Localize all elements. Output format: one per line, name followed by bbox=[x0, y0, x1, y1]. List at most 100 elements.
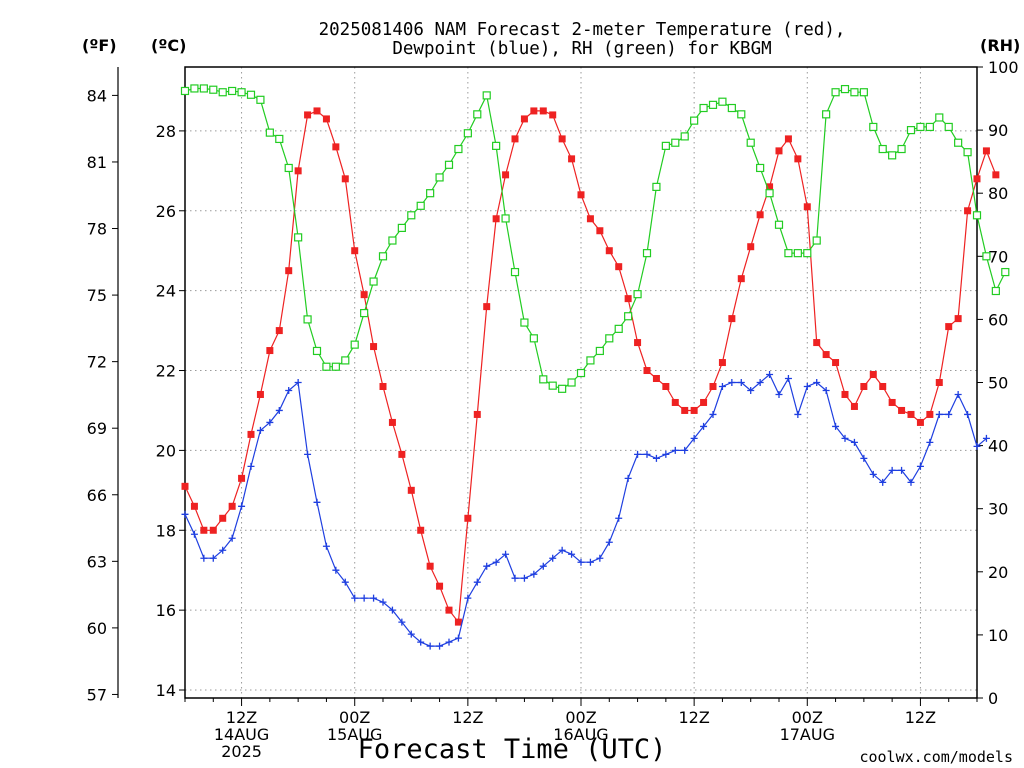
temperature-point bbox=[935, 379, 943, 386]
dewpoint-point bbox=[426, 642, 434, 650]
temperature-point bbox=[700, 398, 708, 406]
rh-tick-label: 80 bbox=[988, 184, 1008, 203]
temperature-point bbox=[190, 502, 198, 510]
dewpoint-point bbox=[219, 546, 227, 554]
rh-point bbox=[812, 236, 821, 245]
temperature-point bbox=[954, 315, 962, 323]
rh-tick-label: 70 bbox=[988, 247, 1008, 266]
rh-point bbox=[869, 122, 878, 132]
rh-tick-label: 100 bbox=[988, 58, 1019, 77]
temperature-point bbox=[652, 375, 660, 383]
fahrenheit-tick-label: 75 bbox=[87, 286, 107, 305]
temperature-point bbox=[568, 155, 576, 163]
celsius-tick-label: 22 bbox=[156, 362, 176, 381]
temperature-point bbox=[266, 347, 274, 355]
fahrenheit-tick-label: 78 bbox=[87, 220, 107, 239]
rh-point bbox=[661, 141, 670, 150]
dewpoint-point bbox=[718, 382, 726, 390]
dewpoint-point bbox=[558, 546, 566, 554]
temperature-point bbox=[520, 115, 528, 123]
dewpoint-point bbox=[530, 570, 538, 578]
temperature-point bbox=[869, 371, 877, 379]
fahrenheit-tick-label: 81 bbox=[87, 153, 107, 172]
dewpoint-point bbox=[586, 558, 594, 566]
temperature-point bbox=[530, 107, 538, 115]
temperature-point bbox=[445, 606, 453, 614]
dewpoint-point bbox=[294, 379, 302, 386]
rh-unit-label: (RH) bbox=[980, 36, 1020, 55]
temperature-point bbox=[605, 247, 613, 255]
dewpoint-point bbox=[982, 434, 990, 442]
dewpoint-point bbox=[417, 638, 425, 646]
rh-point bbox=[972, 211, 982, 220]
temperature-point bbox=[916, 418, 924, 426]
dewpoint-point bbox=[756, 379, 764, 386]
temperature-point bbox=[737, 275, 745, 283]
celsius-unit-label: (ºC) bbox=[151, 36, 186, 55]
dewpoint-point bbox=[275, 406, 283, 414]
dewpoint-point bbox=[266, 418, 274, 426]
rh-point bbox=[671, 138, 680, 147]
dewpoint-point bbox=[869, 470, 877, 478]
temperature-point bbox=[247, 430, 255, 438]
rh-point bbox=[284, 163, 293, 173]
fahrenheit-tick-label: 60 bbox=[87, 619, 107, 638]
temperature-point bbox=[898, 406, 906, 414]
x-tick-label: 12Z bbox=[226, 708, 257, 727]
fahrenheit-tick-label: 72 bbox=[87, 353, 107, 372]
dewpoint-point bbox=[539, 562, 547, 570]
dewpoint-point bbox=[436, 642, 444, 650]
rh-tick-label: 90 bbox=[988, 121, 1008, 140]
temperature-point bbox=[624, 295, 632, 303]
dewpoint-point bbox=[615, 514, 623, 522]
rh-point bbox=[954, 138, 963, 147]
dewpoint-point bbox=[549, 554, 557, 562]
rh-point bbox=[718, 97, 727, 106]
temperature-point bbox=[219, 514, 227, 522]
rh-point bbox=[595, 346, 604, 356]
rh-point bbox=[567, 378, 576, 387]
temperature-point bbox=[209, 526, 217, 534]
dewpoint-point bbox=[766, 371, 774, 379]
dewpoint-point bbox=[907, 478, 915, 486]
rh-point bbox=[708, 100, 718, 109]
dewpoint-point bbox=[200, 554, 208, 562]
temperature-point bbox=[502, 171, 510, 179]
dewpoint-point bbox=[445, 638, 453, 646]
dewpoint-point bbox=[483, 562, 491, 570]
rh-point bbox=[925, 122, 934, 132]
temperature-point bbox=[832, 359, 840, 367]
temperature-point bbox=[794, 155, 802, 163]
rh-tick-label: 50 bbox=[988, 374, 1008, 393]
dewpoint-point bbox=[916, 462, 924, 470]
dewpoint-point bbox=[473, 578, 481, 586]
rh-point bbox=[642, 249, 652, 258]
dewpoint-point bbox=[351, 594, 359, 602]
rh-point bbox=[605, 334, 614, 343]
dewpoint-point bbox=[964, 410, 972, 418]
temperature-point bbox=[718, 359, 726, 367]
rh-point bbox=[435, 173, 444, 182]
dewpoint-point bbox=[973, 442, 981, 450]
dewpoint-point bbox=[643, 450, 651, 458]
rh-point bbox=[256, 95, 265, 104]
temperature-point bbox=[228, 502, 236, 510]
temperature-point bbox=[436, 582, 444, 590]
rh-tick-label: 60 bbox=[988, 310, 1008, 329]
dewpoint-point bbox=[568, 550, 576, 558]
dewpoint-point bbox=[879, 478, 887, 486]
temperature-point bbox=[370, 343, 378, 351]
rh-point bbox=[407, 211, 416, 220]
temperature-point bbox=[634, 339, 642, 347]
credit-text: coolwx.com/models bbox=[859, 748, 1013, 766]
dewpoint-point bbox=[313, 498, 321, 506]
fahrenheit-tick-label: 57 bbox=[87, 685, 107, 704]
rh-point bbox=[944, 122, 953, 132]
rh-point bbox=[548, 381, 557, 390]
x-tick-label: 00Z bbox=[565, 708, 596, 727]
rh-point bbox=[416, 201, 425, 210]
temperature-point bbox=[360, 291, 368, 299]
temperature-point bbox=[473, 410, 481, 418]
rh-point bbox=[501, 214, 510, 223]
dewpoint-point bbox=[407, 630, 415, 638]
